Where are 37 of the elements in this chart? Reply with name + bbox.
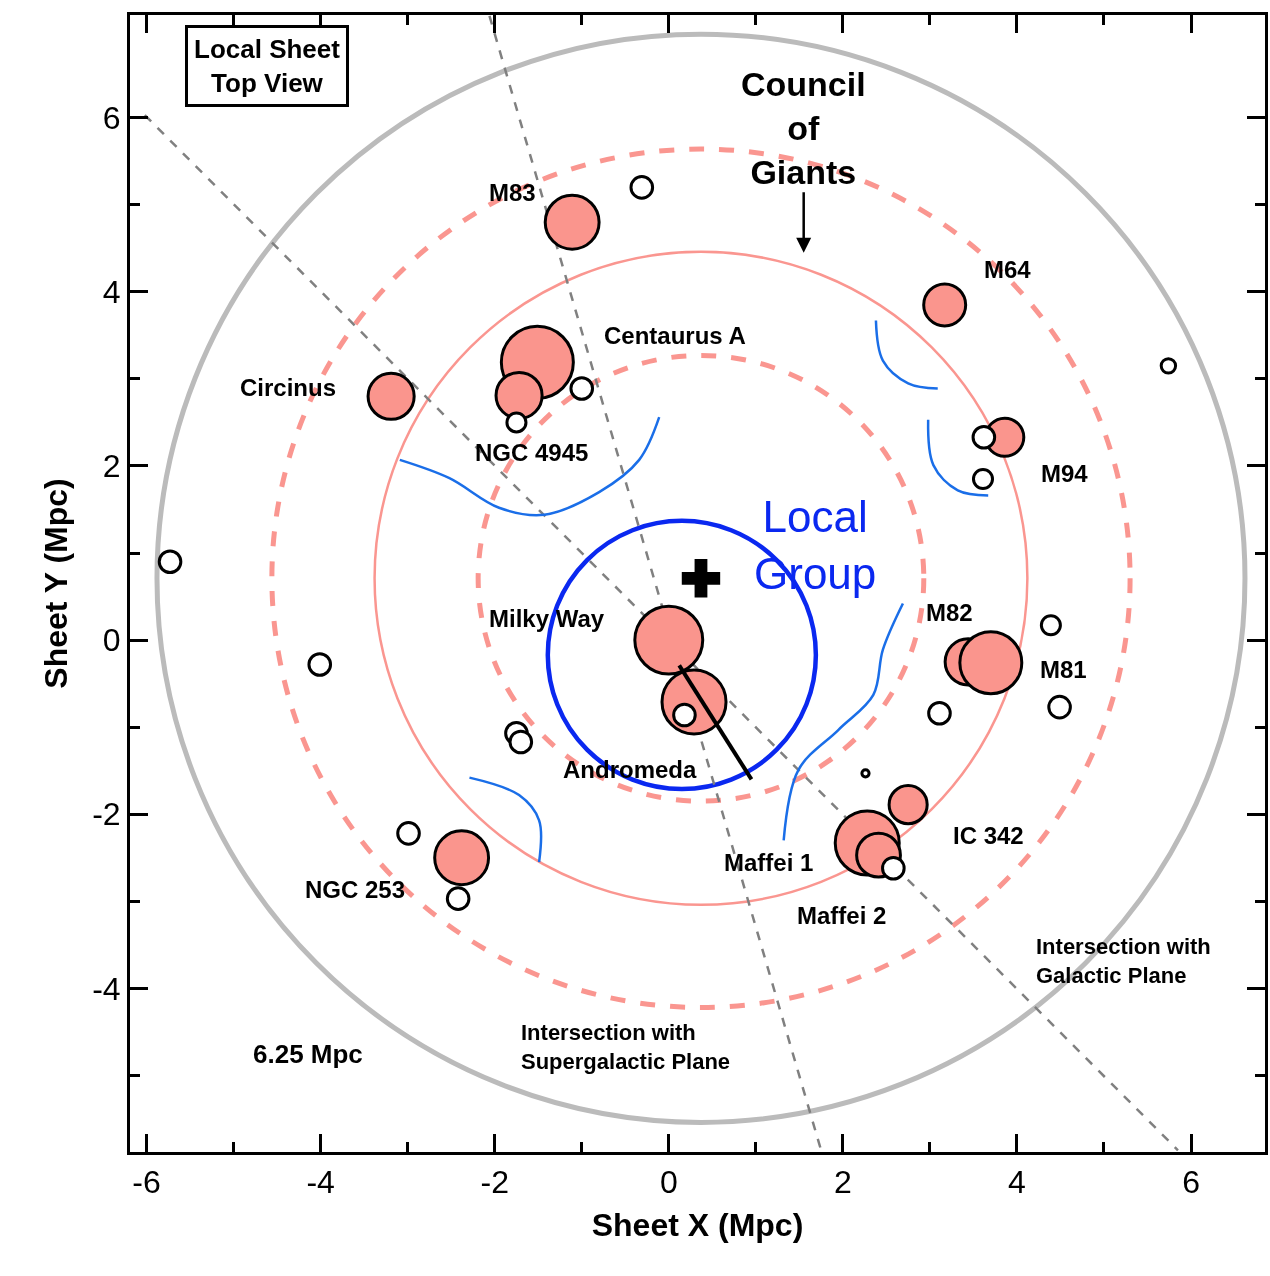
x-tick-label: 2 bbox=[833, 1164, 852, 1201]
annotation: NGC 253 bbox=[305, 876, 406, 903]
line-series bbox=[782, 602, 905, 842]
annotation: Maffei 2 bbox=[797, 902, 887, 929]
y-tick-label: 6 bbox=[102, 99, 121, 136]
x-tick-label: -2 bbox=[480, 1164, 509, 1201]
y-tick-label: -2 bbox=[92, 796, 121, 833]
line-series bbox=[398, 415, 661, 517]
annotation: IC 342 bbox=[953, 822, 1024, 849]
x-tick-label: -4 bbox=[306, 1164, 335, 1201]
annotation: M82 bbox=[926, 599, 973, 626]
y-tick-label: 4 bbox=[102, 274, 121, 311]
annotation: M83 bbox=[489, 179, 536, 206]
x-tick-label: 0 bbox=[659, 1164, 678, 1201]
y-tick-label: 2 bbox=[102, 448, 121, 485]
x-tick-label: 4 bbox=[1008, 1164, 1026, 1201]
annotation: M64 bbox=[984, 256, 1032, 283]
annotation: Milky Way bbox=[489, 605, 605, 632]
annotation: Maffei 1 bbox=[724, 849, 814, 876]
annotation: Intersection with Galactic Plane bbox=[1036, 934, 1211, 988]
y-axis-title: Sheet Y (Mpc) bbox=[38, 478, 75, 689]
annotation: NGC 4945 bbox=[475, 439, 589, 466]
annotation: Intersection with Supergalactic Plane bbox=[521, 1020, 731, 1074]
annotation: Council of Giants bbox=[741, 65, 866, 192]
text: Local Sheet Top View bbox=[194, 34, 341, 98]
y-tick-label: -4 bbox=[92, 970, 121, 1007]
x-tick-label: 6 bbox=[1182, 1164, 1200, 1201]
annotation: Circinus bbox=[240, 374, 337, 401]
annotation: M81 bbox=[1040, 656, 1087, 683]
annotation: M94 bbox=[1041, 460, 1089, 487]
line-series bbox=[926, 418, 990, 497]
annotation: 6.25 Mpc bbox=[253, 1039, 363, 1069]
x-axis-title: Sheet X (Mpc) bbox=[591, 1207, 804, 1244]
x-tick-label: -6 bbox=[132, 1164, 161, 1201]
line-series bbox=[874, 319, 939, 390]
annotation: Centaurus A bbox=[604, 322, 746, 349]
y-tick-label: 0 bbox=[102, 622, 121, 659]
